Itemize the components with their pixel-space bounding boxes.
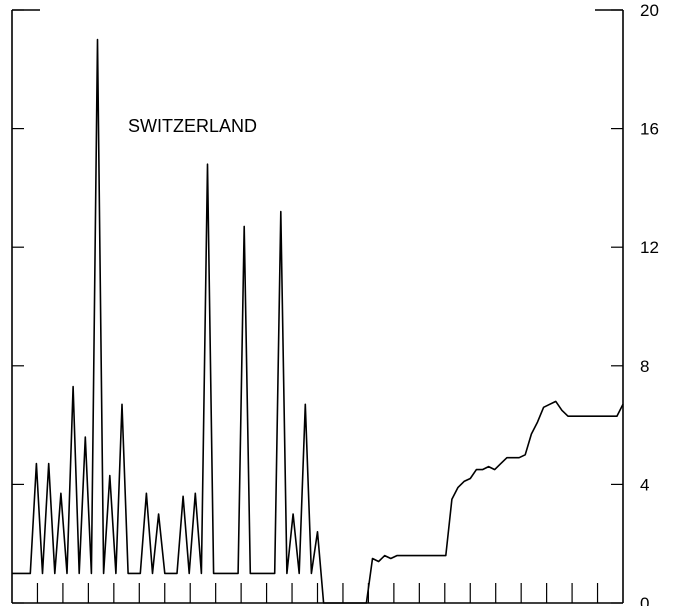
y-tick-labels: 0 4 8 12 16 20 <box>640 1 659 606</box>
x-ticks <box>36 583 599 603</box>
y-ticks <box>12 9 623 604</box>
y-tick-label: 16 <box>640 120 659 139</box>
series-group <box>12 38 624 604</box>
y-tick-label: 20 <box>640 1 659 20</box>
y-tick-label: 12 <box>640 238 659 257</box>
y-tick-label: 4 <box>640 475 649 494</box>
series-line <box>12 38 624 604</box>
y-tick-label: 8 <box>640 357 649 376</box>
chart-annotation: SWITZERLAND <box>128 116 257 136</box>
y-tick-label: 0 <box>640 594 649 606</box>
